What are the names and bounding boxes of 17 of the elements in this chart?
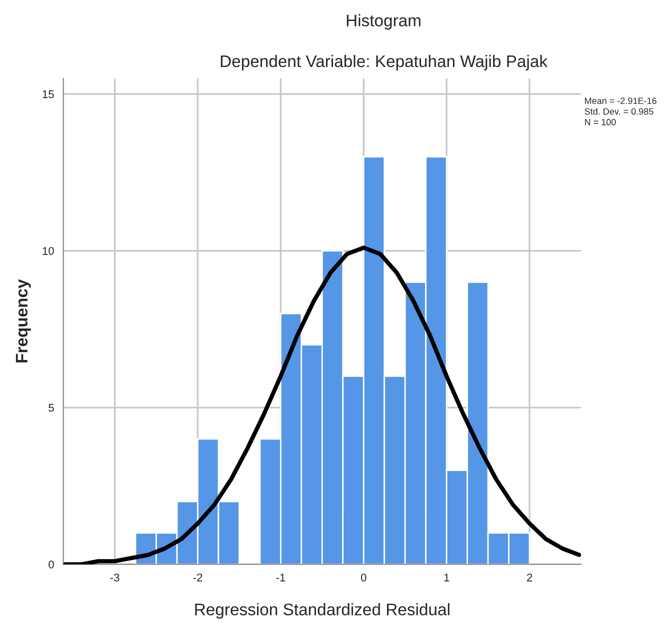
x-tick-label: -1 [276,574,286,582]
x-tick-label: 2 [527,574,532,582]
y-axis-title: Frequency [16,279,31,362]
x-axis-title: Regression Standardized Residual [195,603,450,619]
chart-subtitle: Dependent Variable: Kepatuhan Wajib Pajak [220,54,548,70]
x-tick-label: 0 [360,574,366,582]
y-tick-label: 10 [42,247,54,255]
text: Mean = -2.91E-16 [585,98,656,104]
x-tick-label: -3 [110,574,120,582]
x-tick-label: -2 [193,574,202,582]
x-tick-label: 1 [444,574,450,582]
y-tick-label: 5 [48,404,54,412]
y-tick-label: 15 [42,90,54,98]
text: N = 100 [585,118,616,126]
chart-title: Histogram [346,14,420,30]
y-tick-label: 0 [48,560,54,568]
text: Std. Dev. = 0.985 [584,108,654,115]
